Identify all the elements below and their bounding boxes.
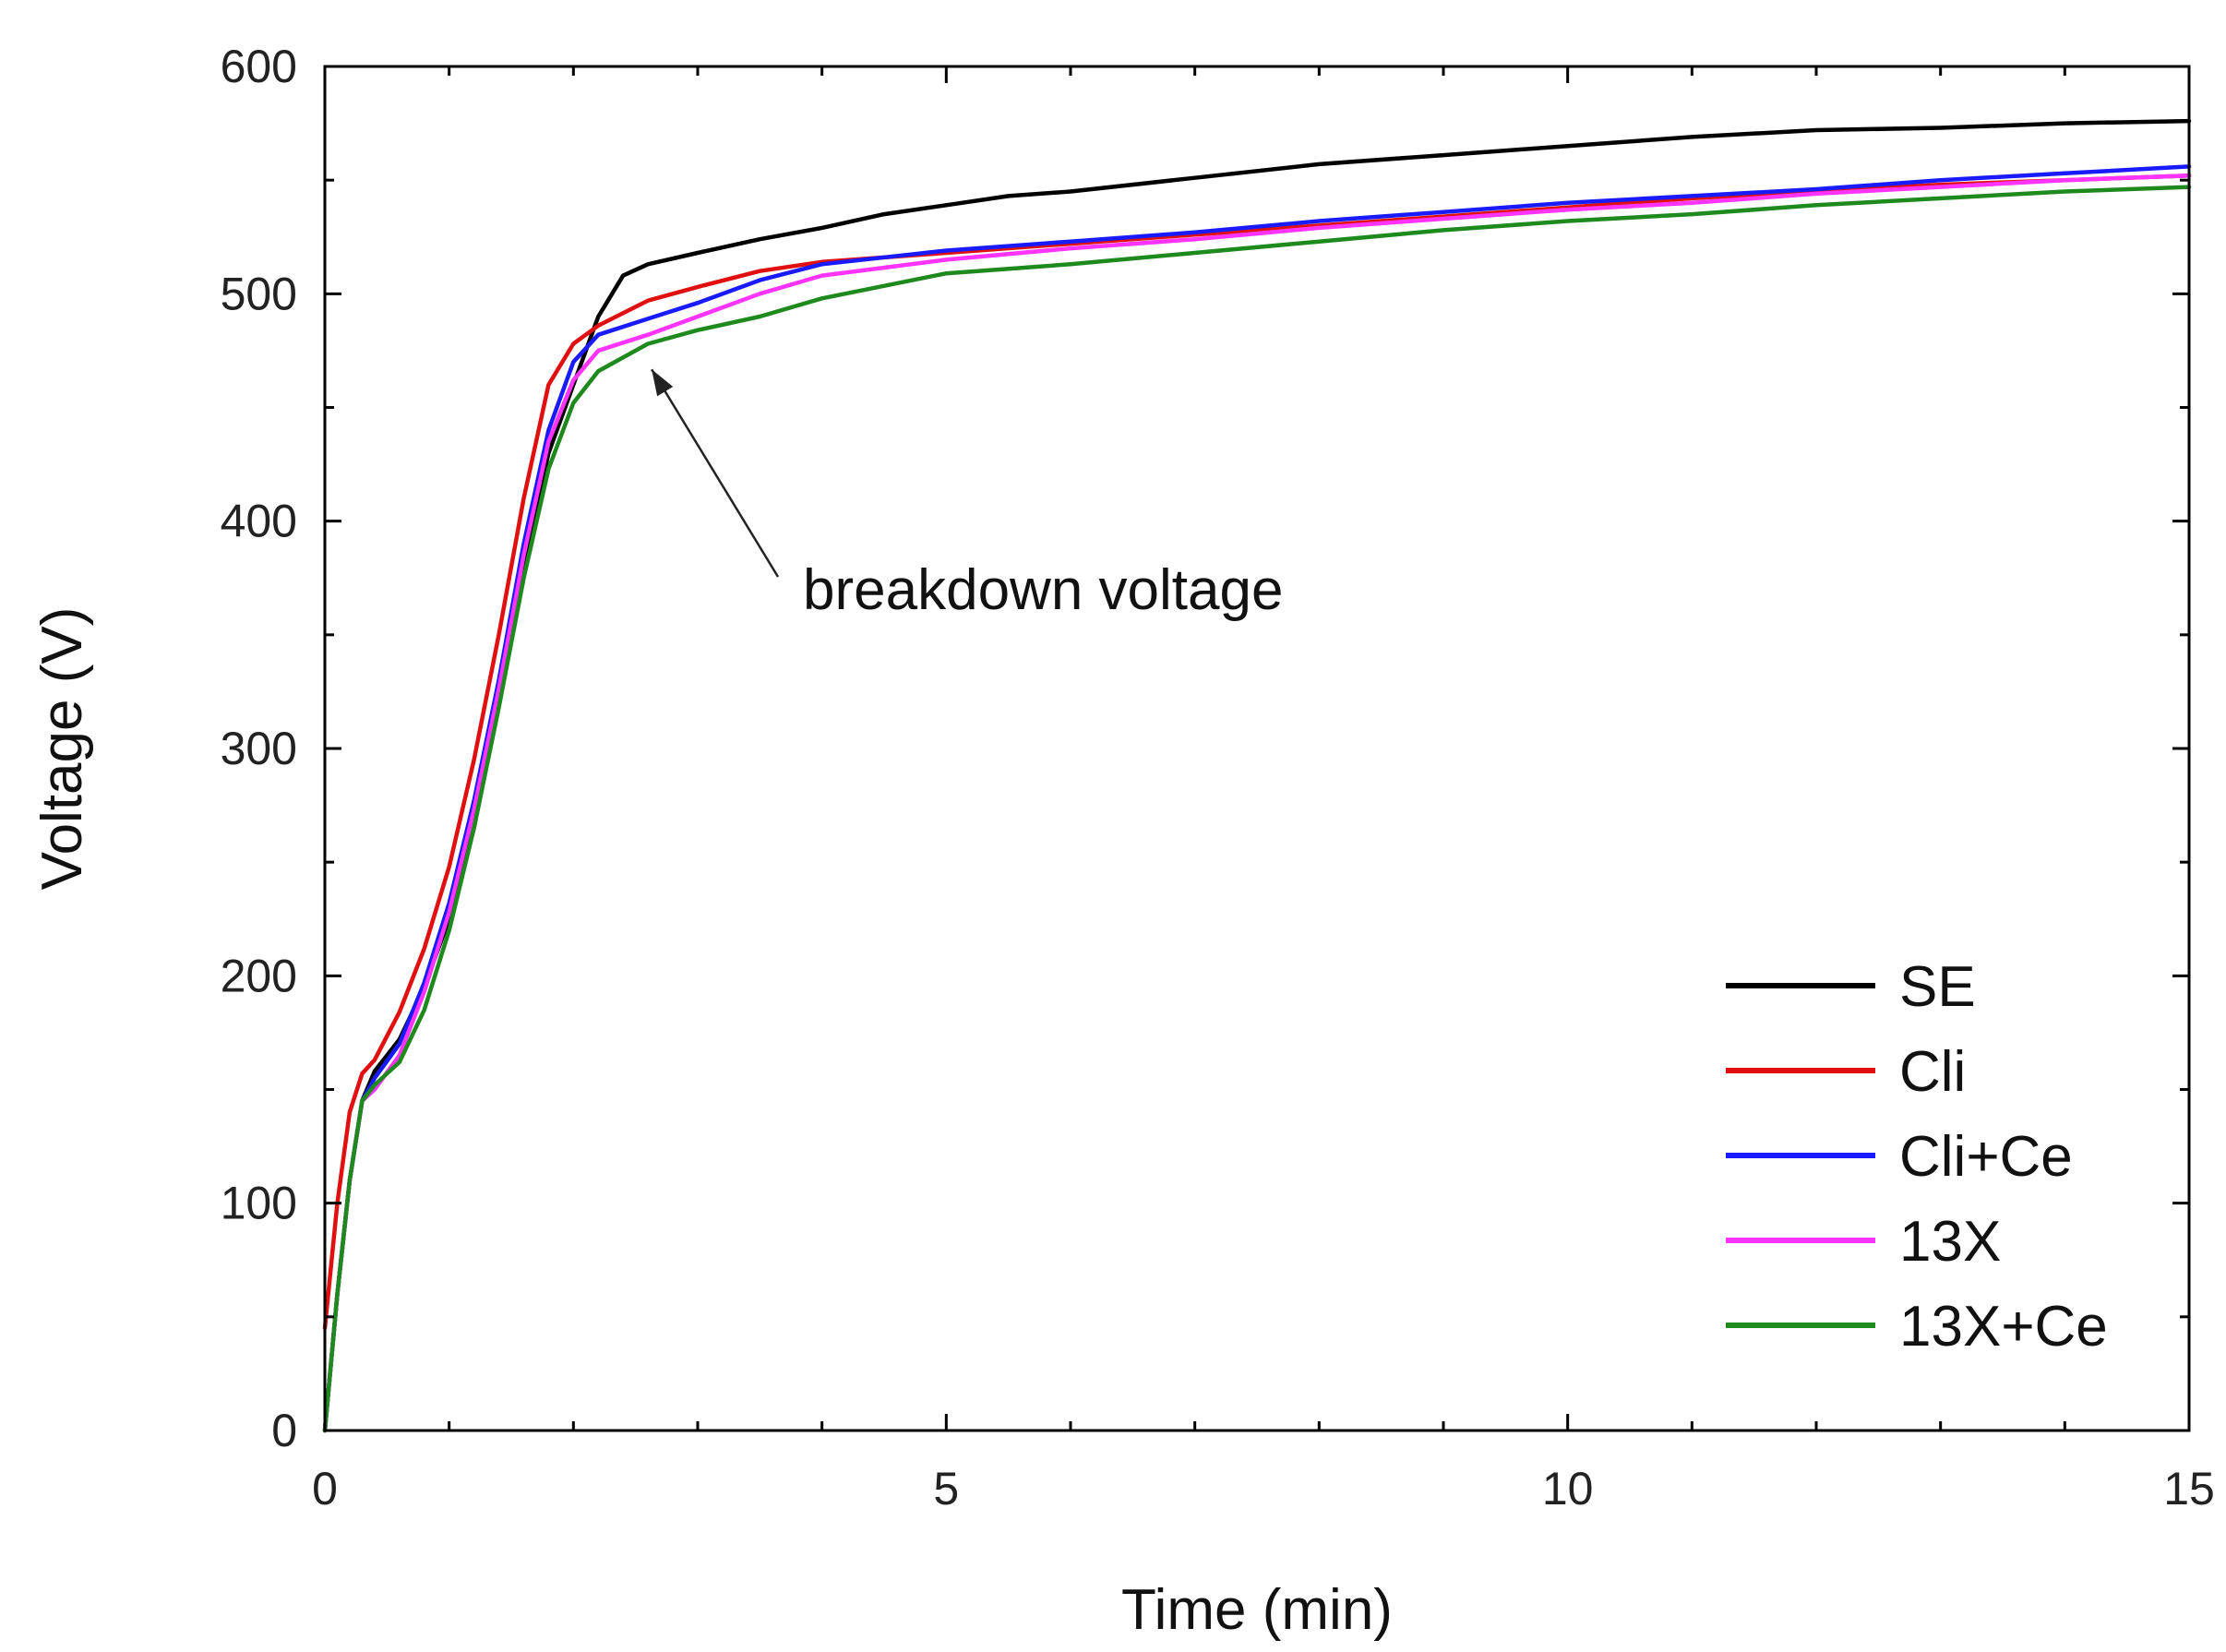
annotation-text: breakdown voltage — [803, 558, 1283, 622]
series-line-cli-ce — [322, 164, 2192, 1433]
x-tick-label: 0 — [312, 1463, 338, 1514]
x-axis-title: Time (min) — [1121, 1578, 1393, 1642]
legend-label-cli: Cli — [1899, 1040, 1966, 1104]
labels-layer: 0 5 10 15 0 100 200 300 400 500 600 — [221, 41, 2215, 1514]
legend-label-13x-ce: 13X+Ce — [1899, 1295, 2108, 1359]
y-tick-label: 600 — [221, 41, 297, 92]
ticks-layer — [323, 65, 2191, 1432]
series-layer — [322, 118, 2192, 1433]
annotation: breakdown voltage — [651, 368, 1283, 622]
legend-label-se: SE — [1899, 955, 1976, 1019]
y-axis-title: Voltage (V) — [30, 607, 94, 891]
y-tick-label: 100 — [221, 1178, 297, 1229]
series-line-cli — [322, 173, 2192, 1331]
y-tick-label: 500 — [221, 268, 297, 319]
y-tick-label: 300 — [221, 723, 297, 774]
y-tick-label: 400 — [221, 496, 297, 547]
x-tick-label: 15 — [2163, 1463, 2215, 1514]
series-line-13x-ce — [322, 185, 2192, 1433]
y-tick-label: 0 — [271, 1405, 297, 1456]
annotation-arrowhead — [652, 369, 674, 397]
annotation-arrow — [651, 368, 780, 578]
x-tick-label: 10 — [1542, 1463, 1594, 1514]
legend-label-13x: 13X — [1899, 1210, 2001, 1274]
legend-label-cli-ce: Cli+Ce — [1899, 1125, 2073, 1189]
y-tick-label: 200 — [221, 950, 297, 1001]
legend: SE Cli Cli+Ce 13X 13X+Ce — [1726, 955, 2108, 1359]
series-line-13x — [322, 173, 2192, 1433]
x-tick-label: 5 — [933, 1463, 959, 1514]
